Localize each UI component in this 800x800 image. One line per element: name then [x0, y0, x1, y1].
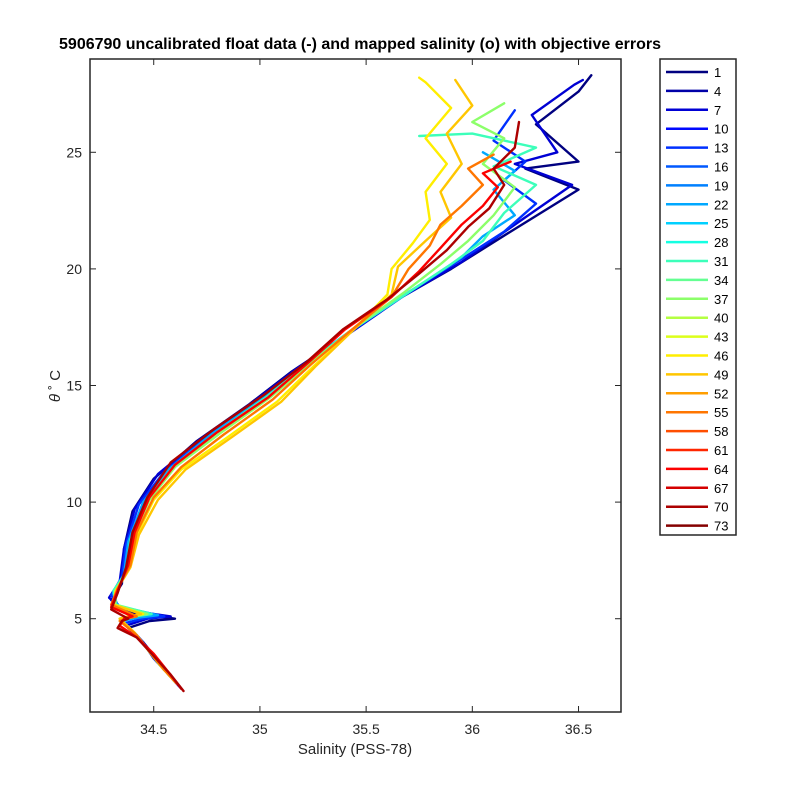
- legend-label: 73: [714, 519, 728, 534]
- legend-box: [659, 58, 737, 536]
- legend-label: 31: [714, 254, 728, 269]
- legend-label: 52: [714, 386, 728, 401]
- legend: 1 4 7 10 13 16 19 22 25 28 31 34 37 40 43 46 49 52 55 58 61 6…: [659, 58, 737, 536]
- series-line-profile-49: [112, 78, 474, 683]
- legend-label: 67: [714, 481, 728, 496]
- chart-title: 5906790 uncalibrated float data (-) and …: [59, 36, 661, 53]
- y-axis-label-unit: ˚ C: [47, 370, 64, 390]
- x-tick-label: 35: [252, 721, 268, 737]
- legend-label: 43: [714, 330, 728, 345]
- series-layer: [107, 74, 593, 693]
- legend-label: 58: [714, 424, 728, 439]
- y-axis-label-symbol: θ: [47, 394, 64, 402]
- legend-label: 40: [714, 311, 728, 326]
- legend-label: 34: [714, 273, 728, 288]
- y-tick-label: 15: [66, 378, 82, 394]
- legend-label: 7: [714, 103, 721, 118]
- legend-label: 64: [714, 462, 728, 477]
- y-tick-label: 25: [66, 144, 82, 160]
- x-tick-label: 36.5: [565, 721, 592, 737]
- legend-label: 28: [714, 235, 728, 250]
- y-tick-label: 5: [74, 611, 82, 627]
- tick-layer: 34.5 35 35.5 36 36.5 5 10 15 20 25: [66, 59, 621, 737]
- legend-label: 55: [714, 405, 728, 420]
- legend-label: 46: [714, 349, 728, 364]
- legend-label: 70: [714, 500, 728, 515]
- legend-label: 16: [714, 160, 728, 175]
- legend-label: 10: [714, 122, 728, 137]
- legend-label: 22: [714, 197, 728, 212]
- legend-label: 13: [714, 141, 728, 156]
- legend-label: 49: [714, 367, 728, 382]
- x-axis-label: Salinity (PSS-78): [298, 741, 412, 758]
- legend-label: 1: [714, 65, 721, 80]
- legend-label: 19: [714, 178, 728, 193]
- x-tick-label: 36: [465, 721, 481, 737]
- series-line-profile-70: [110, 120, 521, 693]
- x-tick-label: 34.5: [140, 721, 167, 737]
- y-tick-label: 10: [66, 494, 82, 510]
- x-tick-label: 35.5: [352, 721, 379, 737]
- series-line-profile-55: [110, 153, 495, 686]
- legend-label: 37: [714, 292, 728, 307]
- y-tick-label: 20: [66, 261, 82, 277]
- svg-text:θ˚ C: θ ˚ C: [47, 370, 64, 402]
- legend-label: 4: [714, 84, 721, 99]
- legend-label: 25: [714, 216, 728, 231]
- legend-label: 61: [714, 443, 728, 458]
- y-axis-label: θ ˚ C: [47, 370, 64, 402]
